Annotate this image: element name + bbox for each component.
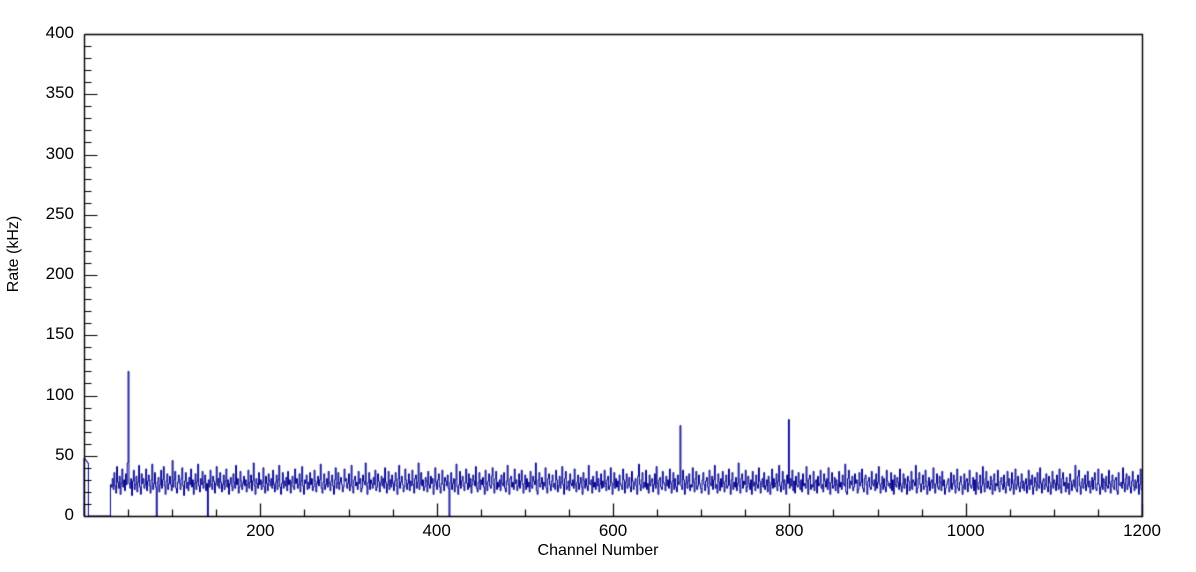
x-tick-label: 600	[598, 521, 628, 540]
x-tick-label: 200	[246, 521, 275, 540]
y-tick-label: 150	[45, 324, 74, 344]
x-tick-label: 800	[775, 521, 804, 540]
y-tick-label: 400	[45, 23, 74, 42]
x-tick-label: 1000	[946, 521, 985, 540]
y-tick-label: 200	[45, 264, 74, 283]
x-tick-label: 400	[422, 521, 451, 540]
y-tick-label: 0	[64, 505, 74, 524]
y-tick-label: 250	[45, 203, 74, 223]
x-axis-title: Channel Number	[537, 542, 659, 559]
y-tick-label: 300	[45, 143, 74, 163]
y-tick-label: 50	[55, 444, 74, 464]
x-tick-label: 1200	[1123, 521, 1161, 540]
y-tick-label: 350	[45, 83, 74, 103]
y-tick-label: 100	[45, 384, 74, 404]
